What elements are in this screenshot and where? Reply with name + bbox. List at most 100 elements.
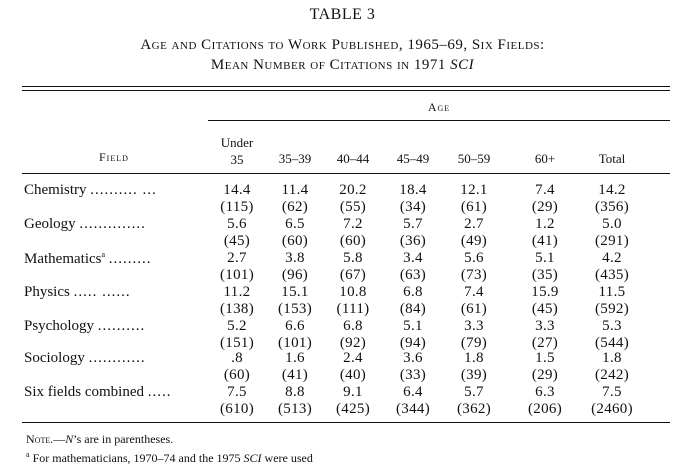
mean-citations-cell: 7.4 — [464, 284, 484, 300]
dot-leader: .......... — [97, 318, 146, 334]
n-count-cell: (94) — [399, 335, 427, 351]
footnote-marker: a — [26, 450, 30, 459]
n-count-cell: (242) — [595, 367, 629, 383]
mean-citations-cell: 4.2 — [602, 250, 622, 266]
field-name: Geology — [24, 216, 76, 232]
row-field-label: Six fields combined ..... — [24, 384, 172, 401]
mean-citations-cell: 20.2 — [339, 182, 367, 198]
n-count-cell: (344) — [396, 401, 430, 417]
n-count-cell: (96) — [281, 267, 309, 283]
n-count-cell: (2460) — [591, 401, 633, 417]
column-header: 45–49 — [396, 151, 430, 166]
mean-citations-cell: 3.3 — [535, 318, 555, 334]
field-name: Psychology — [24, 318, 95, 334]
mean-citations-cell: 3.3 — [464, 318, 484, 334]
mean-citations-cell: 1.8 — [464, 350, 484, 366]
dot-leader: ............ — [88, 350, 146, 366]
top-rule-1 — [22, 86, 670, 87]
mean-citations-cell: 7.5 — [227, 384, 247, 400]
mean-citations-cell: 5.1 — [403, 318, 423, 334]
mean-citations-cell: .8 — [231, 350, 243, 366]
footnote-text-end: were used — [261, 451, 313, 465]
mean-citations-cell: 2.4 — [343, 350, 363, 366]
mean-citations-cell: 7.4 — [535, 182, 555, 198]
footnote-text: For mathematicians, 1970–74 and the 1975 — [29, 451, 244, 465]
table-title-line-2: Mean Number of Citations in 1971 SCI — [0, 57, 685, 74]
n-count-cell: (40) — [339, 367, 367, 383]
mean-citations-cell: 2.7 — [227, 250, 247, 266]
n-count-cell: (35) — [531, 267, 559, 283]
column-header: 50–59 — [457, 151, 491, 166]
n-count-cell: (36) — [399, 233, 427, 249]
n-count-cell: (73) — [460, 267, 488, 283]
field-name: Six fields combined — [24, 384, 144, 400]
mean-citations-cell: 3.8 — [285, 250, 305, 266]
n-count-cell: (62) — [281, 199, 309, 215]
table-note: Note.—N’s are in parentheses. — [26, 432, 173, 447]
n-count-cell: (151) — [220, 335, 254, 351]
field-name: Mathematics — [24, 251, 102, 267]
mean-citations-cell: 3.4 — [403, 250, 423, 266]
mean-citations-cell: 5.7 — [403, 216, 423, 232]
n-count-cell: (45) — [531, 301, 559, 317]
footnote-italic: SCI — [243, 451, 262, 465]
mean-citations-cell: 15.9 — [531, 284, 559, 300]
note-label: Note. — [26, 432, 54, 446]
field-footnote-marker: a — [101, 250, 106, 259]
n-count-cell: (63) — [399, 267, 427, 283]
header-bottom-rule — [22, 173, 670, 174]
mean-citations-cell: 6.6 — [285, 318, 305, 334]
n-count-cell: (67) — [339, 267, 367, 283]
mean-citations-cell: 2.7 — [464, 216, 484, 232]
mean-citations-cell: 7.2 — [343, 216, 363, 232]
n-count-cell: (101) — [220, 267, 254, 283]
mean-citations-cell: 5.3 — [602, 318, 622, 334]
dot-leader: .......... ... — [90, 182, 157, 198]
n-count-cell: (61) — [460, 199, 488, 215]
mean-citations-cell: 11.4 — [281, 182, 309, 198]
n-count-cell: (362) — [457, 401, 491, 417]
n-count-cell: (138) — [220, 301, 254, 317]
n-count-cell: (206) — [528, 401, 562, 417]
n-count-cell: (84) — [399, 301, 427, 317]
field-name: Sociology — [24, 350, 85, 366]
mean-citations-cell: 10.8 — [339, 284, 367, 300]
n-count-cell: (592) — [595, 301, 629, 317]
n-count-cell: (610) — [220, 401, 254, 417]
n-count-cell: (153) — [278, 301, 312, 317]
n-count-cell: (49) — [460, 233, 488, 249]
row-field-label: Mathematicsa ......... — [24, 250, 152, 268]
column-header: Under 35 — [207, 134, 267, 168]
mean-citations-cell: 6.8 — [343, 318, 363, 334]
mean-citations-cell: 5.1 — [535, 250, 555, 266]
n-count-cell: (55) — [339, 199, 367, 215]
n-count-cell: (41) — [531, 233, 559, 249]
mean-citations-cell: 11.2 — [223, 284, 251, 300]
n-count-cell: (425) — [336, 401, 370, 417]
n-count-cell: (79) — [460, 335, 488, 351]
column-header-line-2: 35 — [230, 152, 244, 167]
n-count-cell: (34) — [399, 199, 427, 215]
mean-citations-cell: 3.6 — [403, 350, 423, 366]
age-spanner-header: Age — [427, 100, 451, 114]
mean-citations-cell: 14.4 — [223, 182, 251, 198]
n-count-cell: (435) — [595, 267, 629, 283]
table-footnote: a For mathematicians, 1970–74 and the 19… — [26, 450, 313, 466]
n-count-cell: (27) — [531, 335, 559, 351]
mean-citations-cell: 5.6 — [227, 216, 247, 232]
title-line-2-italic: SCI — [450, 57, 475, 73]
n-count-cell: (92) — [339, 335, 367, 351]
table-bottom-rule — [22, 422, 670, 423]
n-count-cell: (513) — [278, 401, 312, 417]
n-count-cell: (45) — [223, 233, 251, 249]
n-count-cell: (29) — [531, 199, 559, 215]
title-line-2-text: Mean Number of Citations in 1971 — [210, 57, 451, 73]
mean-citations-cell: 5.6 — [464, 250, 484, 266]
column-header-line-1: Under — [220, 135, 254, 150]
mean-citations-cell: 15.1 — [281, 284, 309, 300]
field-name: Chemistry — [24, 182, 87, 198]
mean-citations-cell: 6.5 — [285, 216, 305, 232]
mean-citations-cell: 5.7 — [464, 384, 484, 400]
n-count-cell: (39) — [460, 367, 488, 383]
row-field-label: Sociology ............ — [24, 350, 146, 367]
